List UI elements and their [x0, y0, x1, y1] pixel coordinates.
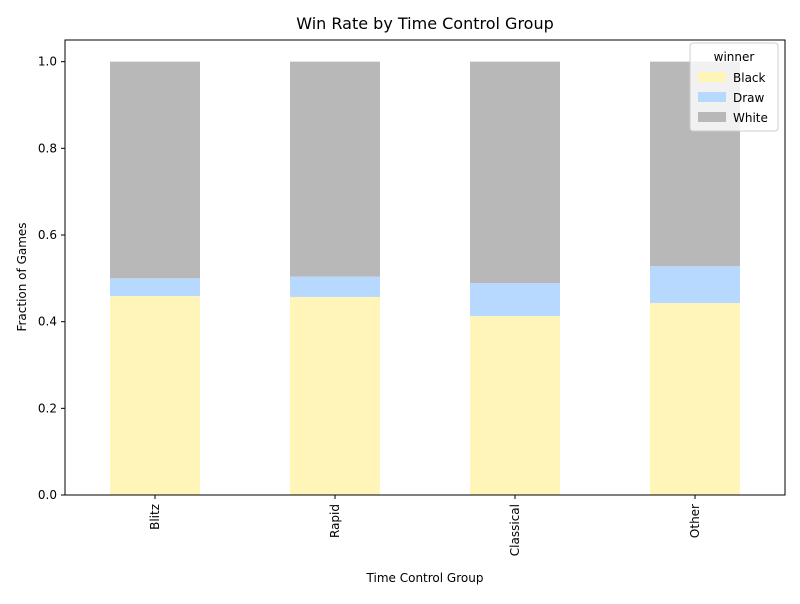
x-tick-label-classical: Classical — [508, 504, 522, 556]
legend-label-black: Black — [733, 71, 766, 85]
y-tick-label: 0.0 — [38, 488, 57, 502]
legend-swatch-draw — [698, 92, 726, 102]
x-axis-label: Time Control Group — [366, 571, 484, 585]
x-tick-label-rapid: Rapid — [328, 504, 342, 538]
bar-black-rapid — [290, 296, 380, 495]
legend-swatch-black — [698, 72, 726, 82]
legend-label-draw: Draw — [733, 91, 765, 105]
y-tick-label: 0.4 — [38, 315, 57, 329]
bar-draw-rapid — [290, 276, 380, 297]
y-axis-label: Fraction of Games — [15, 222, 29, 331]
legend-title: winner — [714, 50, 755, 64]
bar-draw-other — [650, 266, 740, 304]
bar-draw-classical — [470, 283, 560, 317]
bar-draw-blitz — [110, 278, 200, 297]
bars-group — [110, 61, 740, 495]
bar-white-rapid — [290, 61, 380, 277]
legend-box — [689, 42, 779, 132]
chart-title: Win Rate by Time Control Group — [296, 14, 554, 33]
bar-black-other — [650, 303, 740, 495]
y-tick-label: 0.6 — [38, 228, 57, 242]
legend: winner Black Draw White — [689, 42, 779, 132]
bar-white-blitz — [110, 61, 200, 279]
axes-group: 0.0 0.2 0.4 0.6 0.8 1.0 Blitz Rapid Classical Oth… — [38, 39, 786, 556]
y-tick-label: 0.8 — [38, 141, 57, 155]
legend-label-white: White — [733, 111, 768, 125]
bar-white-classical — [470, 61, 560, 284]
bar-black-blitz — [110, 296, 200, 495]
legend-swatch-white — [698, 112, 726, 122]
bar-black-classical — [470, 316, 560, 495]
y-tick-label: 0.2 — [38, 401, 57, 415]
x-tick-label-blitz: Blitz — [148, 504, 162, 530]
plot-frame — [64, 39, 786, 496]
y-tick-label: 1.0 — [38, 55, 57, 69]
x-tick-label-other: Other — [688, 504, 702, 538]
